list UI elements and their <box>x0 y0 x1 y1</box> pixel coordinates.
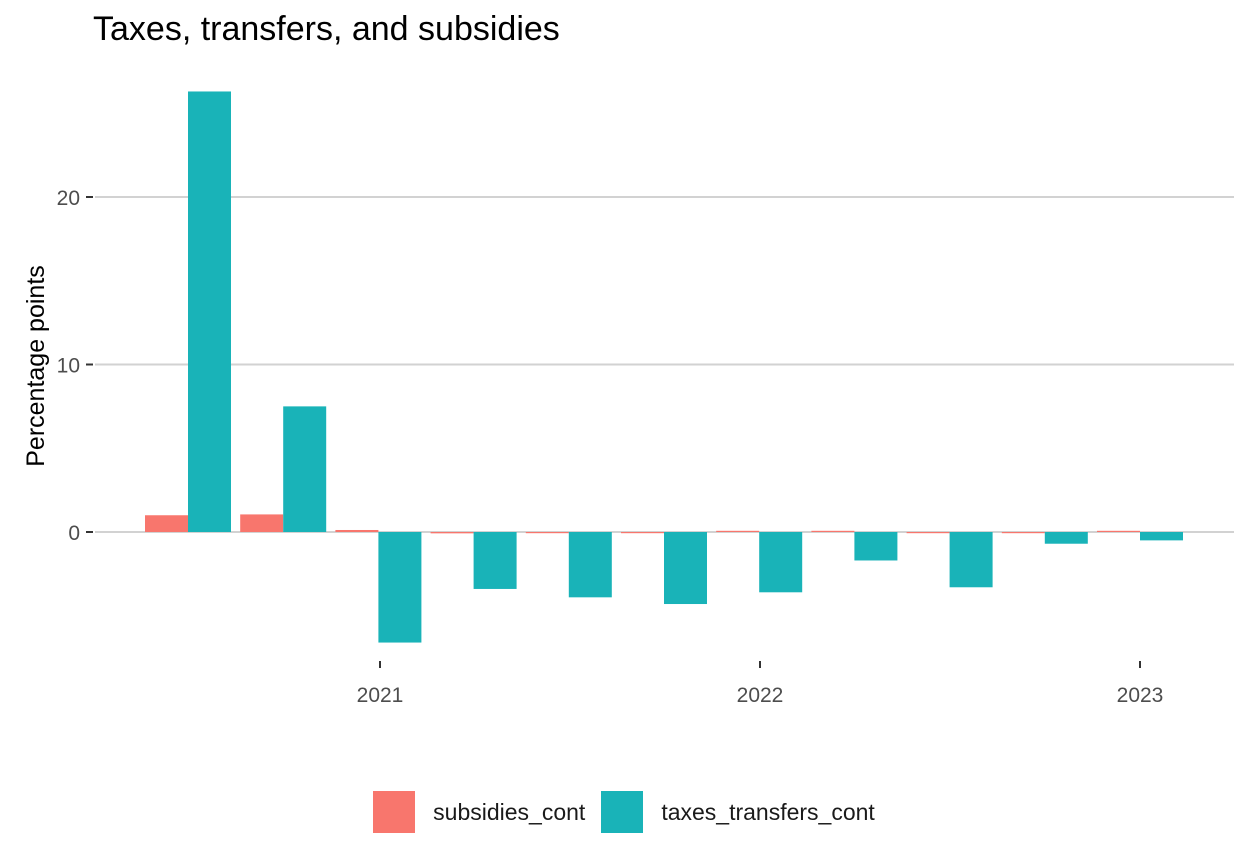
bar-subsidies-7 <box>811 530 855 532</box>
bar-subsidies-0 <box>145 515 188 532</box>
chart-title: Taxes, transfers, and subsidies <box>93 10 560 48</box>
bar-taxes-transfers-2 <box>378 532 422 643</box>
plot-area: 0 10 20 2021 2022 2023 Percentage points <box>22 91 1234 707</box>
legend-label-taxes-transfers: taxes_transfers_cont <box>661 798 875 825</box>
x-tick-label-2022: 2022 <box>737 684 784 707</box>
bar-subsidies-3 <box>430 532 474 534</box>
grid-layer <box>95 196 1234 533</box>
bar-subsidies-6 <box>716 530 760 532</box>
legend-item-taxes-transfers: taxes_transfers_cont <box>601 791 875 833</box>
bar-taxes-transfers-7 <box>854 532 898 561</box>
bar-subsidies-8 <box>906 532 950 534</box>
x-tick-label-2023: 2023 <box>1117 684 1164 707</box>
bar-taxes-transfers-10 <box>1140 532 1183 541</box>
bar-taxes-transfers-8 <box>949 532 993 588</box>
y-tick-label-0: 0 <box>68 522 80 545</box>
legend-swatch-taxes-transfers <box>601 791 644 833</box>
bar-taxes-transfers-4 <box>568 532 612 598</box>
bar-subsidies-1 <box>240 514 284 532</box>
bars-layer <box>145 91 1183 643</box>
y-axis-label: Percentage points <box>22 265 50 467</box>
legend-swatch-subsidies <box>373 791 416 833</box>
legend-item-subsidies: subsidies_cont <box>373 791 585 833</box>
y-tick-label-20: 20 <box>57 187 80 210</box>
bar-subsidies-2 <box>335 529 379 532</box>
bar-taxes-transfers-3 <box>473 532 517 589</box>
bar-subsidies-10 <box>1097 530 1140 532</box>
x-tick-label-2021: 2021 <box>357 684 404 707</box>
bar-subsidies-5 <box>621 532 664 534</box>
bar-subsidies-4 <box>525 532 569 534</box>
bar-taxes-transfers-5 <box>664 532 707 605</box>
bar-taxes-transfers-0 <box>188 91 231 532</box>
bar-taxes-transfers-6 <box>759 532 803 593</box>
legend-label-subsidies: subsidies_cont <box>433 798 586 825</box>
legend: subsidies_cont taxes_transfers_cont <box>0 790 1248 834</box>
bar-taxes-transfers-1 <box>283 406 327 532</box>
bar-subsidies-9 <box>1001 532 1045 534</box>
bar-taxes-transfers-9 <box>1044 532 1088 544</box>
axis-layer: 0 10 20 2021 2022 2023 <box>57 187 1164 707</box>
y-tick-label-10: 10 <box>57 355 80 378</box>
